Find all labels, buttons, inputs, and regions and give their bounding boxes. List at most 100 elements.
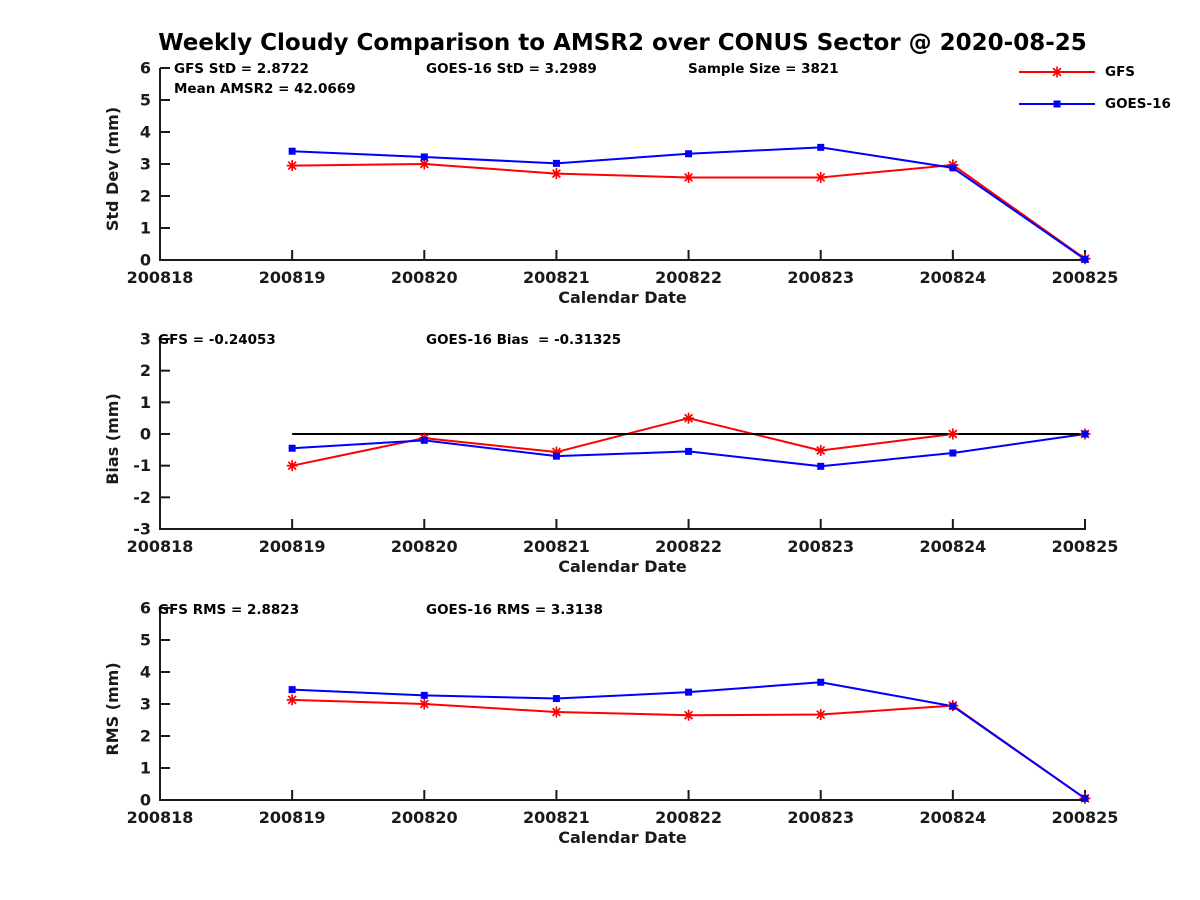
asterisk-marker	[816, 172, 826, 182]
x-tick-label: 200819	[259, 808, 326, 827]
goes16-line-square-icon	[1019, 100, 1095, 108]
legend-item-goes16: GOES-16	[1017, 94, 1171, 114]
y-tick-label: 0	[140, 251, 151, 270]
panel-bias: -3 -2 -1 0 1 2 3 200818 200819 200820 200821 200822…	[103, 330, 1118, 577]
x-tick-label: 200823	[787, 537, 854, 556]
y-tick-label: 1	[140, 759, 151, 778]
x-tick-label: 200825	[1052, 268, 1119, 287]
y-tick-label: 2	[140, 361, 151, 380]
asterisk-marker	[419, 699, 429, 709]
x-tick-label: 200822	[655, 268, 722, 287]
figure-title: Weekly Cloudy Comparison to AMSR2 over C…	[158, 30, 1087, 56]
legend-label-gfs: GFS	[1105, 64, 1136, 80]
annotation-goes-bias: GOES-16 Bias = -0.31325	[426, 332, 622, 348]
asterisk-marker	[551, 169, 561, 179]
y-tick-label: -1	[133, 456, 151, 475]
annotation-gfs-std: GFS StD = 2.8722	[174, 61, 309, 77]
x-axis-label: Calendar Date	[558, 828, 687, 847]
square-marker	[1053, 100, 1061, 108]
asterisk-marker	[816, 445, 826, 455]
y-tick-label: 5	[140, 631, 151, 650]
y-tick-label: 1	[140, 219, 151, 238]
asterisk-marker	[684, 172, 694, 182]
asterisk-marker	[287, 161, 297, 171]
asterisk-marker	[551, 707, 561, 717]
asterisk-marker	[419, 159, 429, 169]
asterisk-marker	[684, 710, 694, 720]
legend: GFS GOES-16	[1017, 62, 1171, 114]
annotation-goes-rms: GOES-16 RMS = 3.3138	[426, 602, 603, 618]
y-tick-label: 4	[140, 663, 151, 682]
x-tick-label: 200820	[391, 268, 458, 287]
square-marker	[1081, 255, 1089, 263]
annotation-sample-size: Sample Size = 3821	[688, 61, 839, 77]
y-axis-label: Bias (mm)	[103, 393, 122, 485]
panel-std-dev: 0 1 2 3 4 5 6 200818 200819 200820 200821 200822 200…	[103, 59, 1118, 308]
y-axis-label: RMS (mm)	[103, 662, 122, 755]
panel-rms: 0 1 2 3 4 5 6 200818 200819 200820 200821 200822 200…	[103, 599, 1118, 848]
x-axis-label: Calendar Date	[558, 288, 687, 307]
y-tick-label: -3	[133, 520, 151, 539]
x-tick-label: 200825	[1052, 808, 1119, 827]
square-marker	[817, 462, 825, 470]
y-tick-label: -2	[133, 488, 151, 507]
annotation-gfs-rms: GFS RMS = 2.8823	[158, 602, 300, 618]
y-tick-label: 3	[140, 695, 151, 714]
asterisk-marker	[287, 461, 297, 471]
y-tick-label: 4	[140, 123, 151, 142]
square-marker	[949, 702, 957, 710]
square-marker	[420, 436, 428, 444]
x-tick-label: 200824	[919, 268, 986, 287]
y-tick-label: 0	[140, 425, 151, 444]
x-tick-label: 200818	[127, 808, 194, 827]
x-tick-label: 200824	[919, 537, 986, 556]
x-tick-label: 200819	[259, 268, 326, 287]
x-tick-label: 200819	[259, 537, 326, 556]
asterisk-marker	[1052, 67, 1062, 77]
x-tick-label: 200818	[127, 537, 194, 556]
square-marker	[817, 678, 825, 686]
square-marker	[949, 164, 957, 172]
y-tick-label: 2	[140, 187, 151, 206]
square-marker	[685, 150, 693, 158]
square-marker	[685, 688, 693, 696]
annotation-goes-std: GOES-16 StD = 3.2989	[426, 61, 597, 77]
square-marker	[420, 153, 428, 161]
annotation-mean-amsr2: Mean AMSR2 = 42.0669	[174, 81, 356, 97]
y-tick-label: 6	[140, 599, 151, 618]
x-tick-label: 200821	[523, 808, 590, 827]
legend-item-gfs: GFS	[1017, 62, 1171, 82]
x-tick-label: 200823	[787, 268, 854, 287]
square-marker	[552, 452, 560, 460]
square-marker	[288, 444, 296, 452]
x-tick-label: 200825	[1052, 537, 1119, 556]
square-marker	[288, 147, 296, 155]
y-tick-label: 2	[140, 727, 151, 746]
y-tick-label: 3	[140, 155, 151, 174]
square-marker	[817, 143, 825, 151]
square-marker	[949, 449, 957, 457]
y-axis-label: Std Dev (mm)	[103, 107, 122, 231]
y-tick-label: 1	[140, 393, 151, 412]
square-marker	[685, 447, 693, 455]
square-marker	[552, 695, 560, 703]
x-tick-label: 200820	[391, 808, 458, 827]
y-tick-label: 6	[140, 59, 151, 78]
square-marker	[1081, 430, 1089, 438]
y-tick-label: 3	[140, 330, 151, 349]
gfs-line-asterisk-icon	[1019, 66, 1095, 78]
x-tick-label: 200824	[919, 808, 986, 827]
asterisk-marker	[948, 429, 958, 439]
x-tick-label: 200821	[523, 268, 590, 287]
legend-label-goes16: GOES-16	[1105, 96, 1171, 112]
square-marker	[420, 691, 428, 699]
asterisk-marker	[287, 695, 297, 705]
square-marker	[552, 159, 560, 167]
series-line-goes-16	[292, 681, 1086, 800]
asterisk-marker	[684, 413, 694, 423]
square-marker	[288, 686, 296, 694]
annotation-gfs-bias: GFS = -0.24053	[158, 332, 276, 348]
x-tick-label: 200818	[127, 268, 194, 287]
